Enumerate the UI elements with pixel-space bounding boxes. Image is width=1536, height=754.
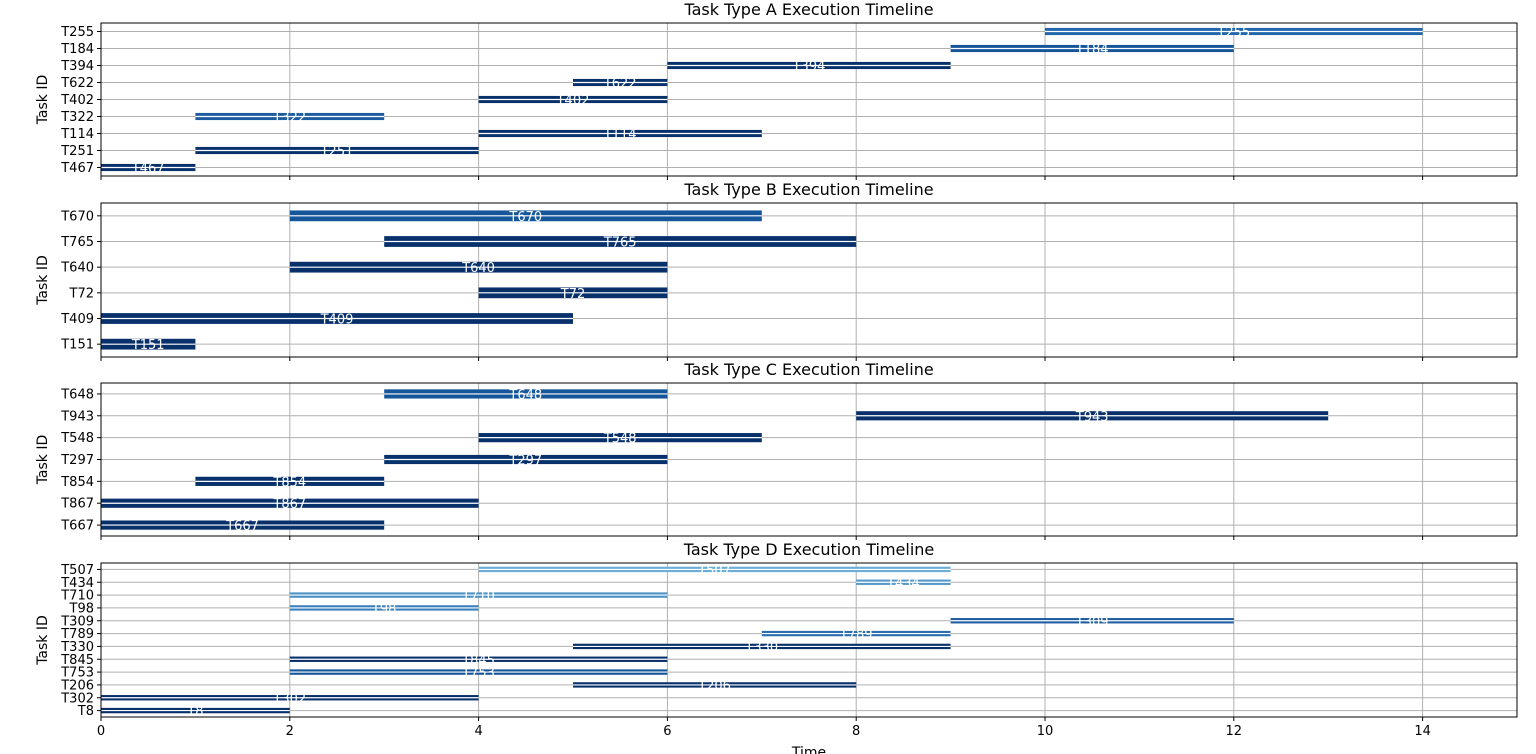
task-bar-label: T255 (1216, 26, 1250, 41)
y-tick-label: T409 (60, 312, 94, 327)
chart-title: Task Type A Execution Timeline (683, 0, 933, 19)
y-tick-label: T710 (60, 589, 94, 604)
y-tick-label: T667 (60, 519, 94, 534)
y-tick-label: T394 (60, 59, 94, 74)
chart-title: Task Type C Execution Timeline (683, 360, 933, 379)
task-bar-label: T402 (556, 94, 590, 109)
task-bar-label: T943 (1075, 410, 1109, 425)
y-tick-label: T467 (60, 161, 94, 176)
x-tick-label: 10 (1037, 724, 1054, 739)
y-tick-label: T302 (60, 691, 94, 706)
y-tick-label: T943 (60, 409, 94, 424)
y-tick-label: T765 (60, 235, 94, 250)
task-bar-label: T322 (272, 111, 306, 126)
task-bar-label: T667 (225, 519, 259, 534)
x-tick-label: 4 (474, 724, 482, 739)
task-bar-label: T8 (186, 705, 203, 720)
y-tick-label: T845 (60, 653, 94, 668)
panel-4: T8T302T206T753T845T330T789T309T98T710T43… (35, 540, 1518, 754)
task-bar-label: T622 (603, 77, 637, 92)
task-bar-label: T845 (461, 653, 495, 668)
y-axis-label: Task ID (35, 255, 51, 306)
x-tick-label: 6 (663, 724, 671, 739)
task-bar-label: T507 (697, 563, 731, 578)
task-bar-label: T72 (560, 287, 585, 302)
x-tick-label: 2 (286, 724, 294, 739)
x-tick-label: 0 (97, 724, 105, 739)
y-tick-label: T789 (60, 627, 94, 642)
task-bar-label: T302 (272, 692, 306, 707)
task-bar-label: T151 (131, 338, 165, 353)
y-tick-label: T322 (60, 110, 94, 125)
task-bar-label: T648 (508, 388, 542, 403)
x-tick-label: 14 (1414, 724, 1431, 739)
y-tick-label: T854 (60, 475, 94, 490)
y-axis-label: Task ID (35, 615, 51, 666)
y-tick-label: T8 (77, 704, 94, 719)
task-bar-label: T548 (603, 432, 637, 447)
task-bar-label: T710 (461, 589, 495, 604)
x-tick-label: 8 (852, 724, 860, 739)
task-bar-label: T98 (371, 602, 396, 617)
y-tick-label: T255 (60, 25, 94, 40)
y-tick-label: T867 (60, 497, 94, 512)
task-bar-label: T330 (744, 640, 778, 655)
y-tick-label: T72 (69, 286, 94, 301)
panel-3: T667 T867 T854 T297 T548 T943 T648 T667 T867 T854… (35, 360, 1518, 540)
y-tick-label: T184 (60, 42, 94, 57)
y-tick-label: T548 (60, 431, 94, 446)
y-tick-label: T330 (60, 640, 94, 655)
panel-2: T151 T409 T72 T640 T765 T670 T151 T409 T72 T640 T7… (35, 180, 1518, 361)
x-tick-label: 12 (1226, 724, 1243, 739)
task-bar-label: T670 (508, 210, 542, 225)
panel-1: T467 T251 T114 T322 T402 T622 T394 T184 T255 T467… (35, 0, 1518, 180)
task-bar-label: T297 (508, 454, 542, 469)
task-bar-label: T789 (839, 628, 873, 643)
task-bar-label: T640 (461, 261, 495, 276)
task-bar-label: T753 (461, 666, 495, 681)
y-tick-label: T507 (60, 563, 94, 578)
y-tick-label: T297 (60, 453, 94, 468)
y-tick-label: T151 (60, 338, 94, 353)
y-tick-label: T206 (60, 678, 94, 693)
y-tick-label: T640 (60, 261, 94, 276)
y-tick-label: T434 (60, 576, 94, 591)
axes-frame (100, 202, 1518, 358)
task-bar-label: T394 (792, 60, 826, 75)
y-tick-label: T309 (60, 614, 94, 629)
task-bar-label: T114 (603, 128, 637, 143)
task-bar-label: T206 (697, 679, 731, 694)
chart-title: Task Type D Execution Timeline (683, 540, 935, 559)
y-tick-label: T251 (60, 144, 94, 159)
y-axis-label: Task ID (35, 75, 51, 126)
y-tick-label: T114 (60, 127, 94, 142)
task-bar-label: T434 (886, 576, 920, 591)
task-bar-label: T409 (320, 313, 354, 328)
task-bar-label: T854 (272, 475, 306, 490)
task-bar-label: T309 (1075, 615, 1109, 630)
task-bar-label: T184 (1075, 43, 1109, 58)
y-tick-label: T670 (60, 209, 94, 224)
x-axis-label: Time (791, 745, 826, 754)
y-tick-label: T98 (69, 601, 94, 616)
y-tick-label: T648 (60, 387, 94, 402)
chart-title: Task Type B Execution Timeline (683, 180, 933, 199)
task-bar-label: T251 (320, 145, 354, 160)
task-bar-label: T467 (131, 162, 165, 177)
task-bar-label: T765 (603, 236, 637, 251)
y-tick-label: T753 (60, 666, 94, 681)
y-axis-label: Task ID (35, 435, 51, 486)
task-bar-label: T867 (272, 497, 306, 512)
y-tick-label: T402 (60, 93, 94, 108)
axes-frame (100, 562, 1518, 718)
y-tick-label: T622 (60, 76, 94, 91)
